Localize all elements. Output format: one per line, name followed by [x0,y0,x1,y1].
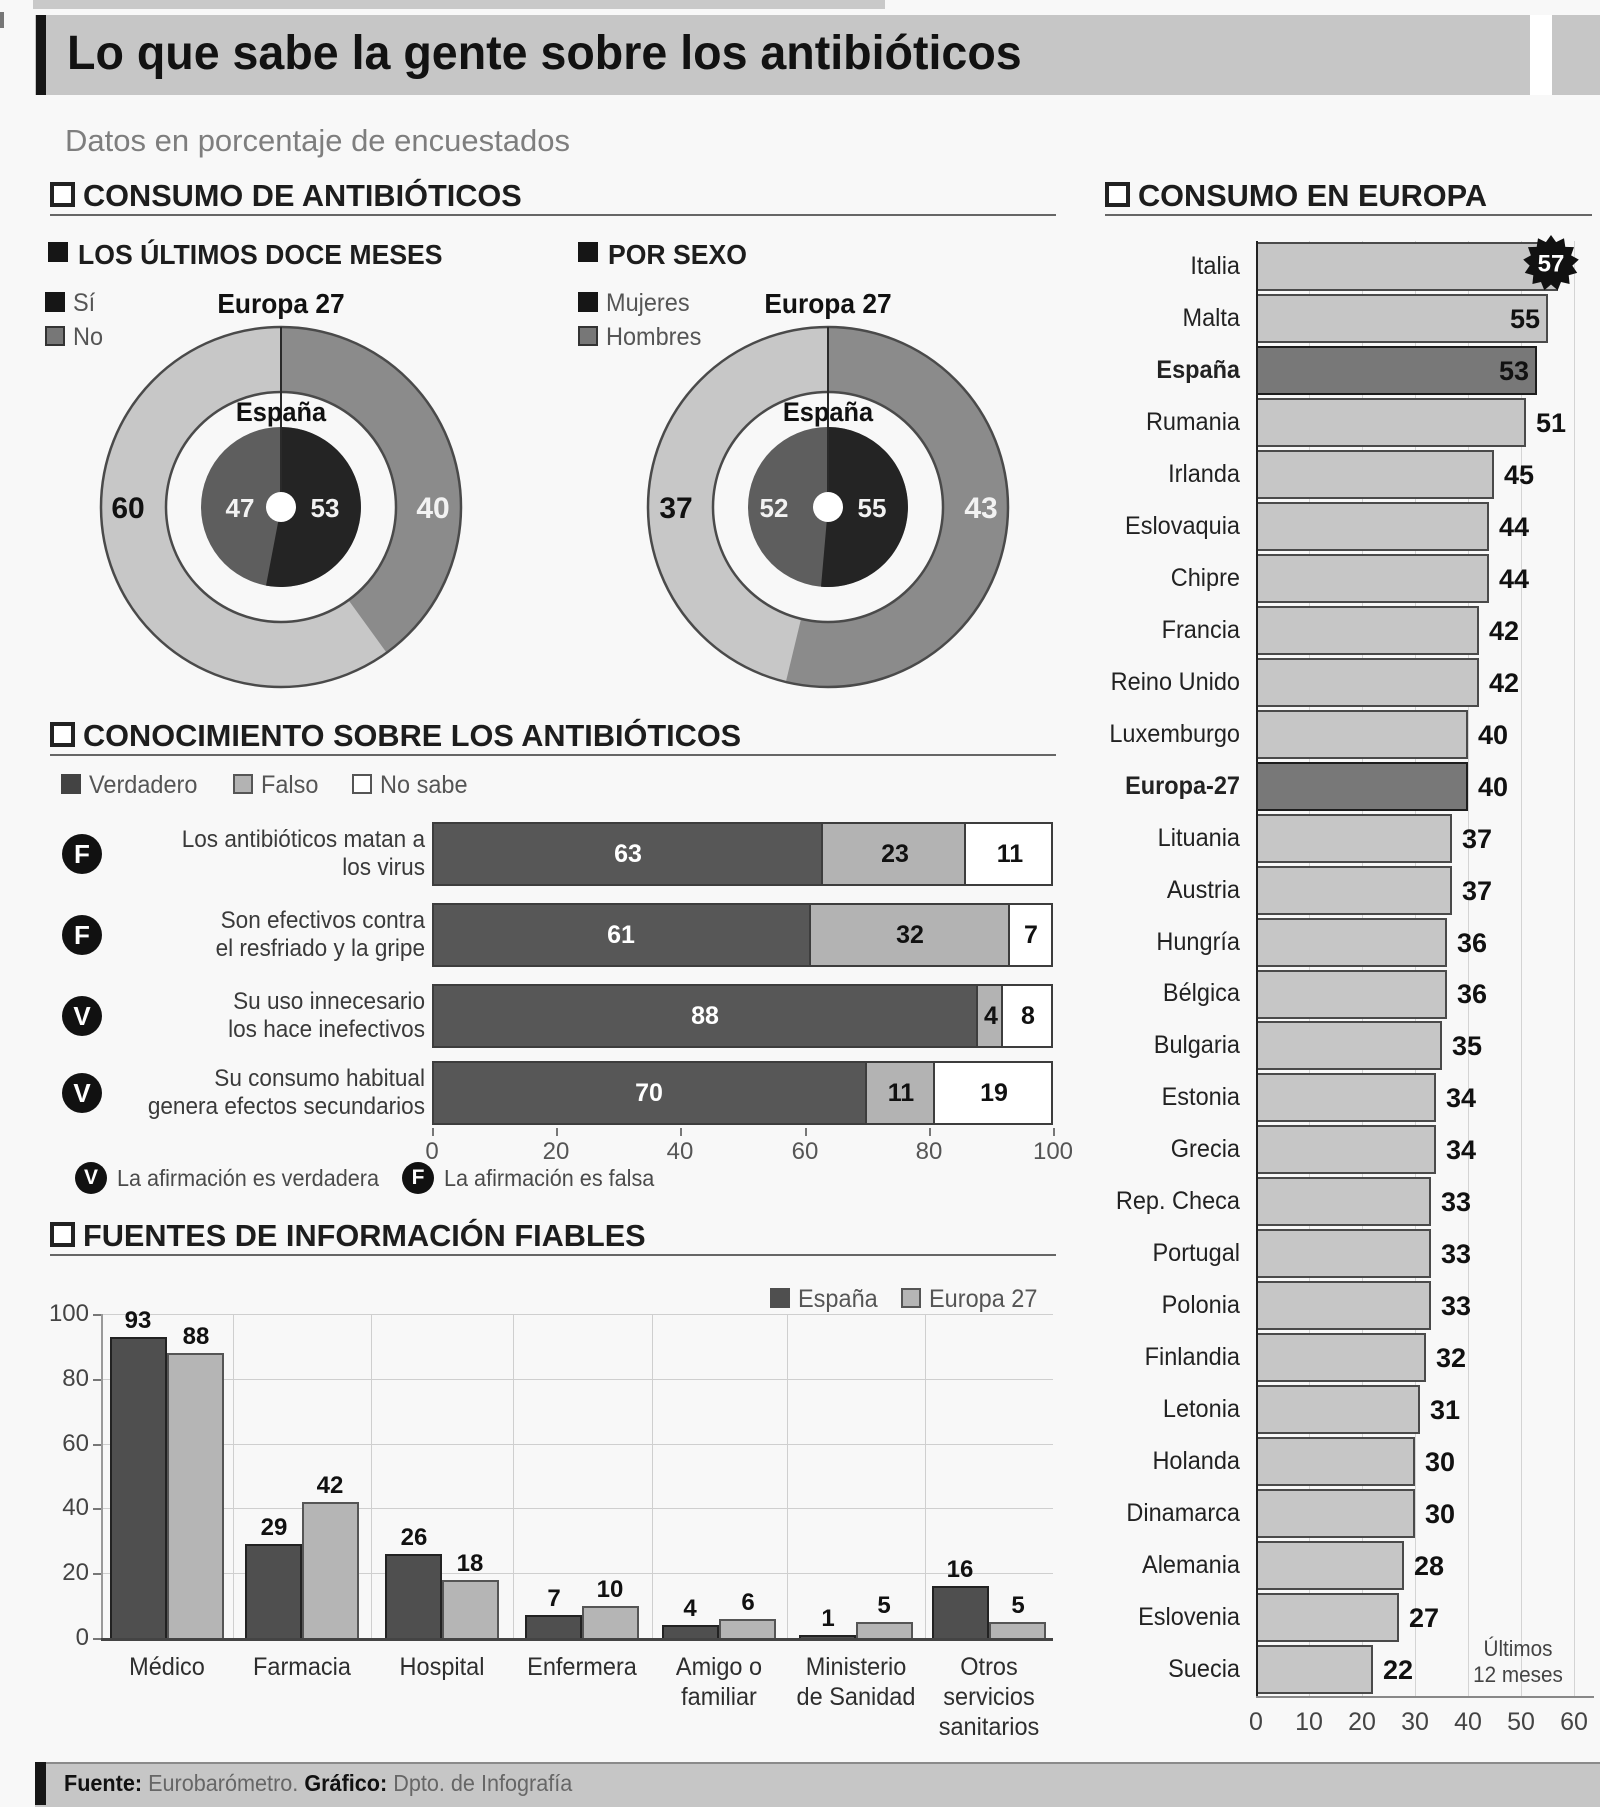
svg-text:57: 57 [1538,251,1565,278]
